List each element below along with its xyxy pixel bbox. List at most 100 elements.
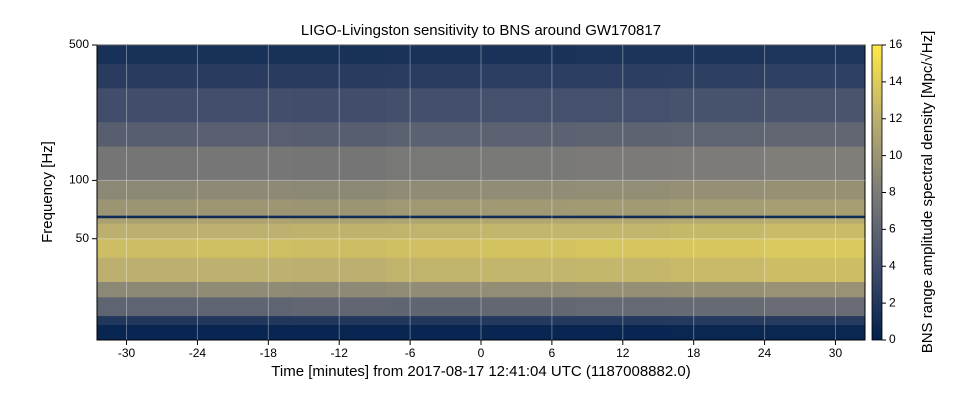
y-tick-label: 100 (69, 173, 89, 187)
heatmap-cell (386, 223, 482, 240)
heatmap-cell (386, 257, 482, 282)
heatmap-cell (575, 199, 671, 216)
heatmap-cell (481, 217, 577, 224)
heatmap-cell (386, 87, 482, 123)
heatmap-cell (386, 45, 482, 65)
heatmap-cell (386, 215, 482, 219)
heatmap-cell (670, 87, 766, 123)
heatmap-cell (481, 87, 577, 123)
heatmap-cell (481, 315, 577, 325)
heatmap-cell (481, 215, 577, 219)
heatmap-cell (97, 45, 198, 65)
heatmap-cell (197, 257, 293, 282)
heatmap-cell (386, 238, 482, 258)
heatmap-cell (481, 146, 577, 181)
heatmap-cell (291, 238, 387, 258)
heatmap-cell (291, 297, 387, 317)
heatmap-cell (97, 257, 198, 282)
x-axis-label: Time [minutes] from 2017-08-17 12:41:04 … (271, 363, 690, 380)
heatmap-cell (670, 324, 766, 341)
heatmap-cell (97, 87, 198, 123)
y-axis-label: Frequency [Hz] (39, 141, 56, 243)
heatmap-cell (575, 315, 671, 325)
x-tick-label: -6 (405, 346, 416, 360)
x-tick-label: -24 (189, 346, 207, 360)
heatmap-cell (575, 324, 671, 341)
heatmap-cell (575, 63, 671, 89)
heatmap-cell (97, 122, 198, 147)
heatmap-cell (386, 217, 482, 224)
heatmap-cell (481, 199, 577, 216)
heatmap-cell (197, 180, 293, 200)
heatmap-cell (97, 199, 198, 216)
heatmap-cell (481, 122, 577, 147)
colorbar-tick-label: 2 (889, 295, 896, 309)
heatmap-cell (764, 324, 866, 341)
heatmap-cell (197, 217, 293, 224)
heatmap-cell (197, 215, 293, 219)
heatmap-cell (97, 146, 198, 181)
heatmap-cell (291, 180, 387, 200)
heatmap-cell (575, 87, 671, 123)
heatmap-cell (291, 281, 387, 298)
heatmap-cell (481, 180, 577, 200)
heatmap-cell (97, 215, 198, 219)
heatmap-cell (575, 238, 671, 258)
heatmap-cell (670, 199, 766, 216)
heatmap-cell (481, 324, 577, 341)
heatmap-cell (291, 223, 387, 240)
heatmap-cell (481, 63, 577, 89)
heatmap-cell (97, 223, 198, 240)
heatmap-cell (481, 281, 577, 298)
heatmap-cell (97, 281, 198, 298)
heatmap-cell (764, 223, 866, 240)
heatmap-cell (197, 315, 293, 325)
heatmap-cell (197, 281, 293, 298)
y-tick-label: 500 (69, 37, 89, 51)
x-tick-label: -30 (118, 346, 136, 360)
colorbar-tick-label: 4 (889, 258, 896, 272)
heatmap-cell (481, 223, 577, 240)
heatmap-cell (291, 199, 387, 216)
heatmap-cell (386, 180, 482, 200)
colorbar-tick-label: 0 (889, 332, 896, 346)
heatmap-cell (764, 87, 866, 123)
heatmap-cell (481, 45, 577, 65)
heatmap-cell (764, 63, 866, 89)
x-tick-label: -12 (331, 346, 349, 360)
heatmap-cell (764, 122, 866, 147)
heatmap-cell (764, 315, 866, 325)
heatmap-cell (291, 122, 387, 147)
heatmap-cell (764, 281, 866, 298)
heatmap-cell (670, 257, 766, 282)
heatmap-cell (291, 87, 387, 123)
heatmap-cell (97, 324, 198, 341)
heatmap-cell (575, 146, 671, 181)
heatmap-cell (670, 122, 766, 147)
heatmap-cell (197, 87, 293, 123)
heatmap-cell (386, 324, 482, 341)
heatmap-cell (97, 63, 198, 89)
heatmap-cell (670, 63, 766, 89)
heatmap-cell (575, 217, 671, 224)
heatmap-cell (575, 180, 671, 200)
heatmap-cell (197, 223, 293, 240)
heatmap-cell (764, 217, 866, 224)
heatmap-cell (291, 257, 387, 282)
heatmap-cell (97, 180, 198, 200)
x-tick-label: 24 (758, 346, 772, 360)
heatmap-cell (386, 281, 482, 298)
heatmap-cell (197, 238, 293, 258)
heatmap-cell (670, 223, 766, 240)
colorbar-label: BNS range amplitude spectral density [Mp… (919, 31, 936, 354)
heatmap-cell (291, 146, 387, 181)
heatmap-cell (481, 257, 577, 282)
heatmap-cell (670, 45, 766, 65)
heatmap-cell (97, 297, 198, 317)
heatmap-cell (197, 45, 293, 65)
colorbar-tick-label: 14 (889, 74, 903, 88)
heatmap-cell (764, 180, 866, 200)
heatmap-cell (575, 297, 671, 317)
x-tick-label: 0 (478, 346, 485, 360)
